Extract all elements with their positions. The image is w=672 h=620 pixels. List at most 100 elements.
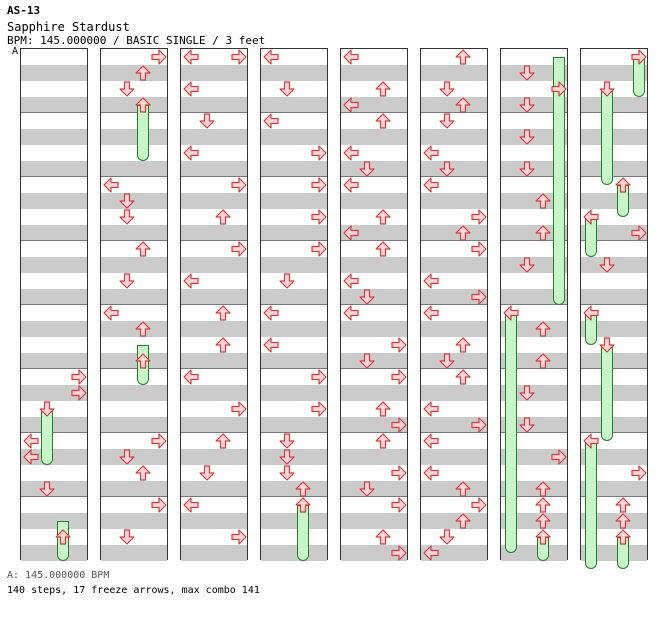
arrow-right-icon — [311, 145, 327, 161]
arrow-left-icon — [423, 273, 439, 289]
arrow-up-icon — [375, 241, 391, 257]
arrow-right-icon — [391, 545, 407, 561]
arrow-down-icon — [119, 209, 135, 225]
beat-stripe — [581, 289, 647, 305]
beat-stripe — [101, 257, 167, 273]
beat-stripe — [21, 225, 87, 241]
arrow-up-icon — [615, 497, 631, 513]
measure-line — [181, 304, 247, 305]
measure-line — [501, 176, 567, 177]
beat-stripe — [421, 129, 487, 145]
arrow-right-icon — [551, 449, 567, 465]
arrow-down-icon — [519, 417, 535, 433]
measure-column-3 — [180, 48, 248, 561]
arrow-down-icon — [279, 465, 295, 481]
arrow-left-icon — [103, 305, 119, 321]
measure-line — [261, 176, 327, 177]
arrow-down-icon — [439, 113, 455, 129]
arrow-up-icon — [215, 209, 231, 225]
arrow-left-icon — [423, 177, 439, 193]
arrow-up-icon — [615, 177, 631, 193]
measure-column-7 — [500, 48, 568, 561]
arrow-down-icon — [519, 161, 535, 177]
arrow-up-icon — [455, 369, 471, 385]
beat-stripe — [21, 321, 87, 337]
beat-stripe — [101, 161, 167, 177]
arrow-down-icon — [279, 273, 295, 289]
freeze-arrow-left — [585, 441, 597, 569]
arrow-up-icon — [535, 497, 551, 513]
arrow-up-icon — [535, 225, 551, 241]
arrow-right-icon — [311, 369, 327, 385]
measure-line — [581, 432, 647, 433]
beat-stripe — [261, 65, 327, 81]
beat-stripe — [341, 129, 407, 145]
arrow-left-icon — [183, 369, 199, 385]
beat-stripe — [21, 545, 87, 561]
arrow-right-icon — [631, 49, 647, 65]
arrow-right-icon — [391, 497, 407, 513]
arrow-up-icon — [455, 97, 471, 113]
arrow-left-icon — [263, 305, 279, 321]
freeze-arrow-down — [41, 409, 53, 465]
measure-column-1 — [20, 48, 88, 561]
beat-stripe — [421, 417, 487, 433]
arrow-left-icon — [423, 305, 439, 321]
beat-stripe — [421, 513, 487, 529]
arrow-right-icon — [551, 81, 567, 97]
beat-stripe — [101, 97, 167, 113]
beat-stripe — [21, 193, 87, 209]
measure-line — [581, 112, 647, 113]
arrow-right-icon — [311, 241, 327, 257]
beat-stripe — [181, 321, 247, 337]
freeze-arrow-down — [601, 89, 613, 185]
measure-line — [501, 368, 567, 369]
beat-stripe — [181, 225, 247, 241]
beat-stripe — [581, 161, 647, 177]
beat-stripe — [21, 161, 87, 177]
beat-stripe — [421, 545, 487, 561]
measure-line — [261, 240, 327, 241]
beat-stripe — [581, 481, 647, 497]
arrow-right-icon — [231, 241, 247, 257]
beat-stripe — [21, 65, 87, 81]
beat-stripe — [261, 385, 327, 401]
beat-stripe — [421, 97, 487, 113]
beat-stripe — [581, 417, 647, 433]
measure-line — [501, 496, 567, 497]
measure-line — [501, 304, 567, 305]
arrow-up-icon — [375, 81, 391, 97]
arrow-down-icon — [519, 257, 535, 273]
arrow-left-icon — [343, 225, 359, 241]
beat-stripe — [21, 353, 87, 369]
arrow-down-icon — [39, 401, 55, 417]
measure-line — [421, 304, 487, 305]
measure-line — [581, 368, 647, 369]
beat-stripe — [581, 545, 647, 561]
measure-line — [181, 240, 247, 241]
arrow-up-icon — [455, 481, 471, 497]
arrow-down-icon — [439, 81, 455, 97]
arrow-right-icon — [71, 369, 87, 385]
arrow-down-icon — [599, 81, 615, 97]
beat-stripe — [181, 385, 247, 401]
beat-stripe — [181, 129, 247, 145]
beat-stripe — [181, 257, 247, 273]
arrow-down-icon — [279, 449, 295, 465]
measure-line — [261, 112, 327, 113]
arrow-left-icon — [183, 497, 199, 513]
beat-stripe — [261, 97, 327, 113]
arrow-up-icon — [535, 529, 551, 545]
measure-line — [341, 240, 407, 241]
chart-stats: 140 steps, 17 freeze arrows, max combo 1… — [7, 585, 260, 596]
arrow-left-icon — [423, 145, 439, 161]
measure-line — [101, 496, 167, 497]
arrow-up-icon — [135, 65, 151, 81]
bpm-marker: A — [12, 46, 19, 57]
beat-stripe — [181, 97, 247, 113]
beat-stripe — [181, 417, 247, 433]
beat-stripe — [341, 449, 407, 465]
beat-stripe — [501, 321, 567, 337]
beat-stripe — [581, 353, 647, 369]
measure-column-4 — [260, 48, 328, 561]
